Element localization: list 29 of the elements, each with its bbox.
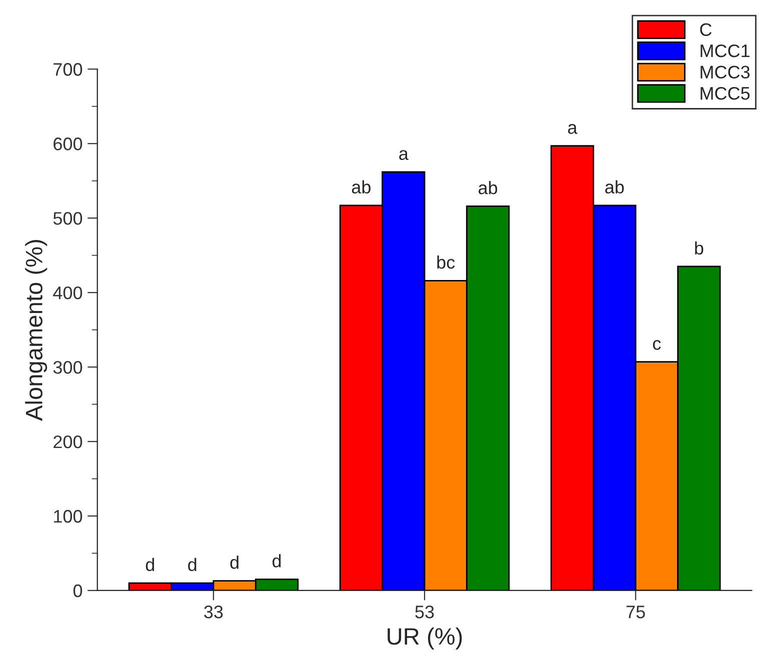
y-tick-label: 300	[53, 360, 82, 374]
data-label: a	[399, 150, 408, 160]
legend-label: C	[700, 23, 712, 36]
y-tick-label: 700	[54, 63, 82, 76]
legend-label: MCC5	[700, 86, 750, 100]
data-label: a	[568, 124, 578, 134]
data-label: ab	[478, 180, 498, 194]
data-label: d	[272, 554, 281, 568]
data-label: b	[695, 241, 704, 255]
data-label: d	[146, 558, 154, 572]
data-label: ab	[352, 180, 371, 194]
y-tick-label: 100	[54, 510, 82, 523]
data-label: bc	[437, 255, 455, 269]
y-tick-label: 600	[54, 138, 82, 150]
legend-label: MCC3	[700, 66, 750, 78]
y-axis-title: Alongamento (%)	[25, 240, 48, 421]
legend-label: MCC1	[700, 44, 750, 58]
x-axis-title: UR (%)	[388, 627, 462, 650]
data-label: d	[230, 556, 238, 569]
data-label: d	[188, 558, 196, 572]
y-tick-label: 400	[53, 286, 82, 300]
y-tick-label: 200	[54, 435, 82, 448]
y-tick-label: 0	[73, 584, 82, 598]
data-label: c	[653, 340, 661, 350]
x-tick-label: 53	[415, 606, 434, 618]
x-tick-label: 33	[204, 606, 223, 618]
x-tick-label: 75	[626, 606, 645, 618]
y-tick-label: 500	[53, 212, 82, 225]
data-label: ab	[605, 180, 624, 194]
